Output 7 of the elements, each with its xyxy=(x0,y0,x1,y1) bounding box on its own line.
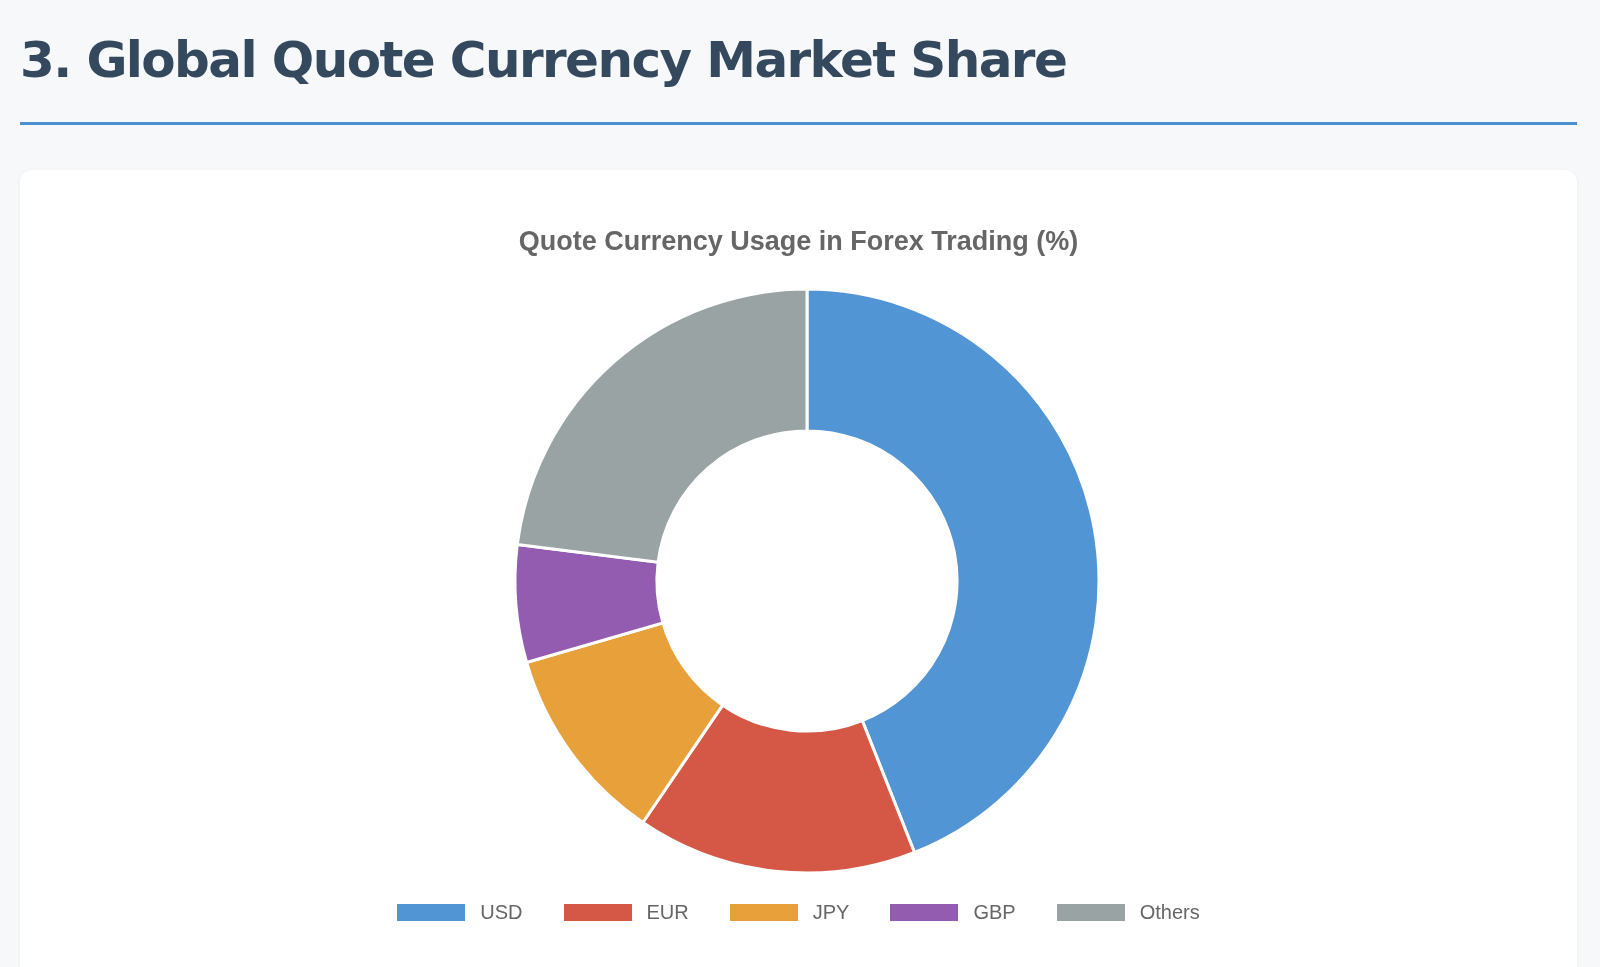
chart-subtitle: Quote Currency Usage in Forex Trading (%) xyxy=(518,226,1079,256)
legend-label: EUR xyxy=(646,901,689,924)
chart-title: 3. Global Quote Currency Market Share xyxy=(20,31,1067,89)
legend-label: Others xyxy=(1139,901,1200,924)
legend-label: GBP xyxy=(973,901,1016,924)
legend-label: JPY xyxy=(812,901,850,924)
legend-label: USD xyxy=(480,901,523,924)
